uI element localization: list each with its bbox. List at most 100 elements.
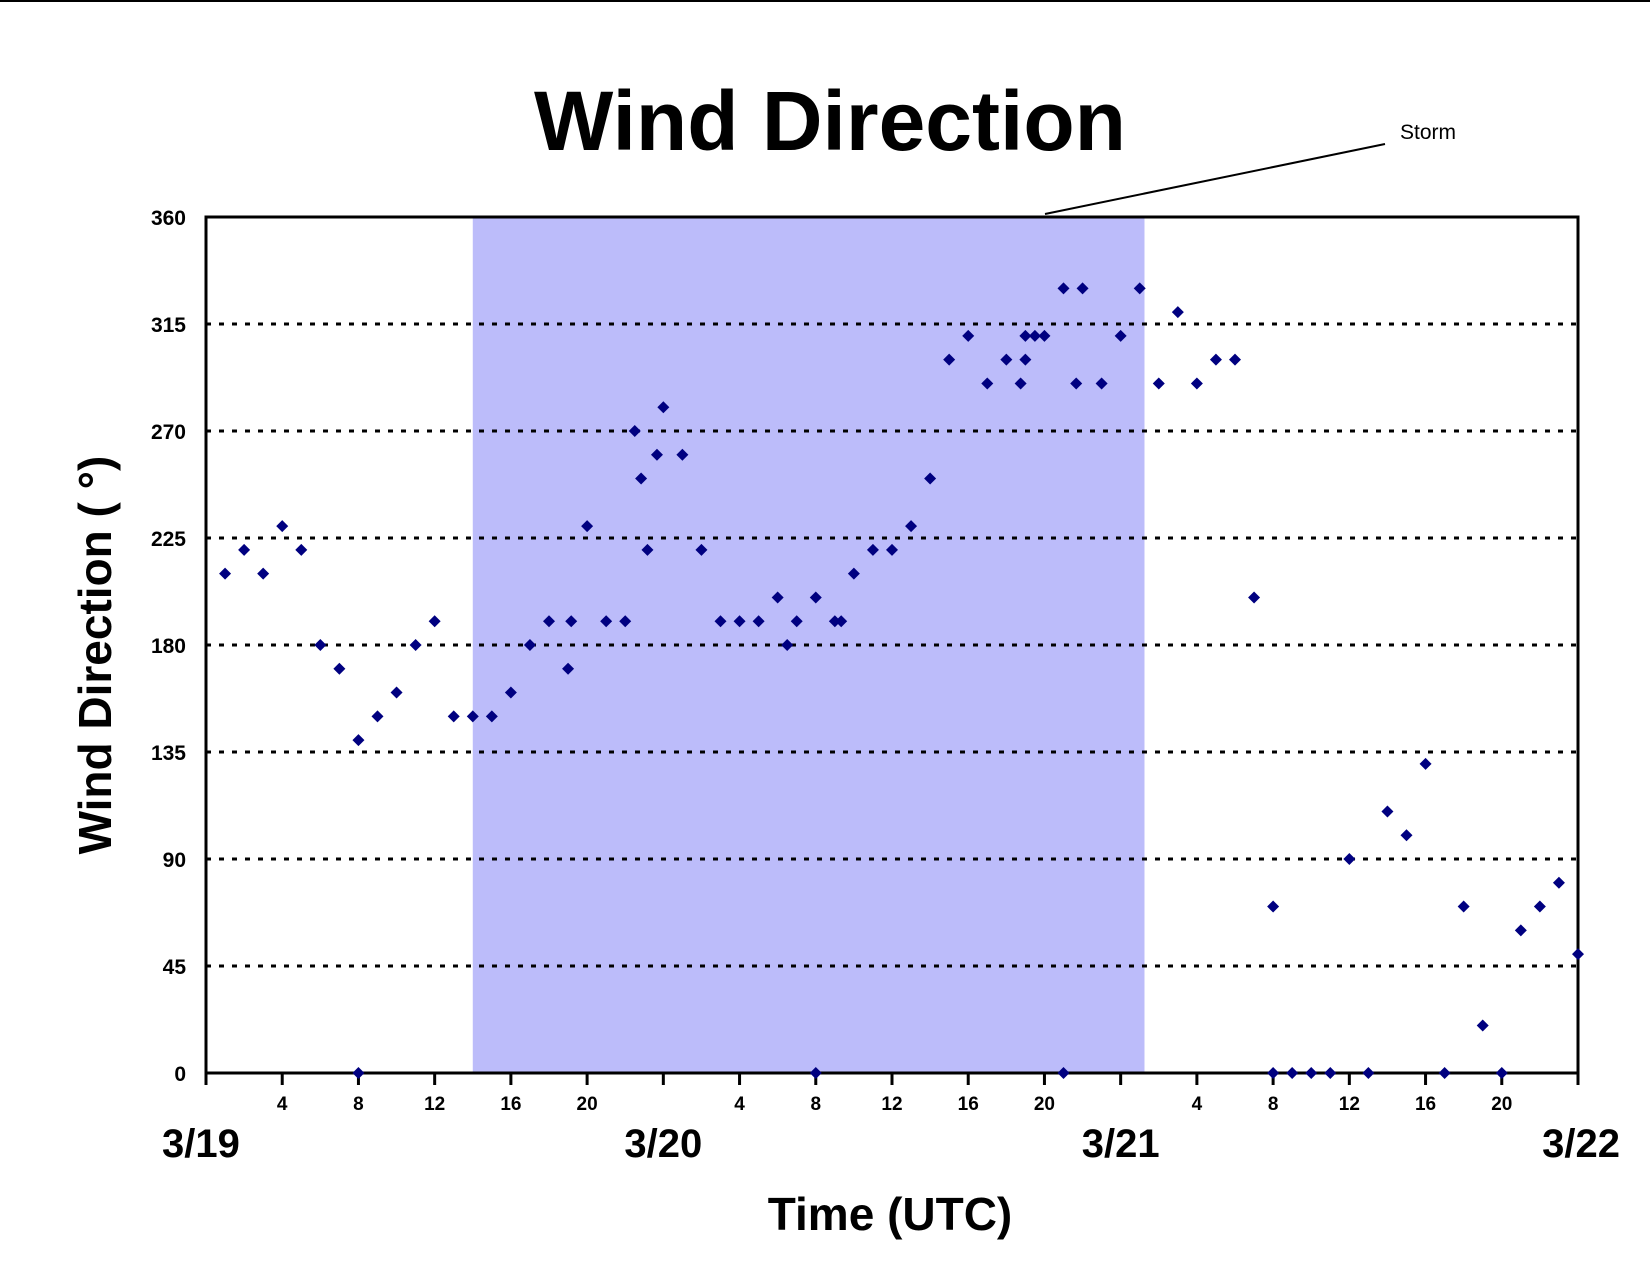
data-point <box>1095 377 1108 390</box>
data-point <box>1057 282 1070 295</box>
data-point <box>219 567 232 580</box>
data-point <box>1190 377 1203 390</box>
data-point <box>1533 900 1546 913</box>
data-point <box>1419 757 1432 770</box>
data-point <box>238 543 251 556</box>
data-point <box>371 710 384 723</box>
y-tick-label: 180 <box>151 635 186 658</box>
x-hour-tick-label: 12 <box>881 1094 902 1115</box>
data-point <box>352 1067 365 1079</box>
data-point <box>409 639 422 651</box>
data-point <box>886 543 898 556</box>
data-point <box>943 353 956 366</box>
x-day-tick-label: 3/19 <box>162 1122 240 1166</box>
data-point <box>276 520 289 533</box>
data-point <box>641 543 654 556</box>
y-tick-label: 270 <box>151 421 186 444</box>
data-point <box>1000 353 1013 366</box>
x-hour-tick-label: 4 <box>734 1094 745 1115</box>
data-point <box>1076 282 1089 295</box>
data-point <box>1438 1067 1451 1079</box>
x-day-tick-label: 3/22 <box>1542 1122 1620 1166</box>
data-point <box>562 662 575 675</box>
data-point <box>905 520 918 533</box>
y-tick-label: 45 <box>163 956 187 979</box>
storm-annotation-label: Storm <box>1400 121 1456 144</box>
y-tick-label: 315 <box>151 314 186 337</box>
x-hour-tick-label: 8 <box>810 1094 821 1115</box>
x-hour-tick-label: 12 <box>424 1094 445 1115</box>
data-point <box>1305 1067 1318 1079</box>
data-point <box>733 615 746 628</box>
x-hour-tick-label: 12 <box>1339 1094 1360 1115</box>
data-point <box>828 615 841 628</box>
data-point <box>847 567 860 580</box>
data-point <box>600 615 613 628</box>
data-point <box>1381 805 1394 818</box>
data-point <box>695 543 708 556</box>
x-hour-tick-label: 16 <box>500 1094 521 1115</box>
y-tick-label: 0 <box>174 1063 186 1086</box>
data-point <box>1495 1067 1508 1079</box>
data-point <box>1267 900 1280 913</box>
data-point <box>581 520 594 533</box>
data-point <box>1038 329 1051 342</box>
data-point <box>1476 1019 1489 1032</box>
data-point <box>1286 1067 1299 1079</box>
data-point <box>1057 1067 1070 1079</box>
data-point <box>635 472 648 485</box>
x-day-tick-label: 3/21 <box>1082 1122 1160 1166</box>
x-hour-tick-label: 8 <box>1268 1094 1279 1115</box>
data-point <box>1572 948 1584 961</box>
data-point <box>1552 876 1565 889</box>
x-hour-tick-label: 16 <box>1415 1094 1436 1115</box>
data-point <box>1514 924 1527 937</box>
data-point <box>428 615 441 628</box>
data-point <box>962 329 975 342</box>
data-point <box>1267 1067 1280 1079</box>
data-point <box>1400 829 1413 842</box>
data-point <box>314 639 327 651</box>
data-point <box>295 543 308 556</box>
x-hour-tick-label: 4 <box>1192 1094 1203 1115</box>
data-point <box>981 377 994 390</box>
storm-annotation-leader <box>1044 143 1386 215</box>
data-point <box>543 615 555 628</box>
data-point <box>352 734 365 747</box>
data-point <box>924 472 937 485</box>
data-point <box>1457 900 1470 913</box>
data-point <box>257 567 270 580</box>
data-point <box>809 1067 822 1079</box>
data-point <box>866 543 879 556</box>
data-point <box>1028 329 1041 342</box>
data-point <box>781 639 794 651</box>
data-point <box>447 710 460 723</box>
x-hour-tick-label: 20 <box>577 1094 598 1115</box>
y-tick-label: 360 <box>151 207 186 230</box>
data-point <box>650 448 663 461</box>
data-point <box>504 686 517 699</box>
data-point <box>333 662 346 675</box>
data-point <box>1362 1067 1375 1079</box>
data-point <box>835 615 848 628</box>
data-point <box>628 425 641 437</box>
data-point <box>657 401 670 414</box>
x-day-tick-label: 3/20 <box>624 1122 702 1166</box>
x-hour-tick-label: 4 <box>277 1094 288 1115</box>
data-point <box>485 710 498 723</box>
data-point <box>809 591 822 604</box>
y-tick-label: 225 <box>151 528 186 551</box>
data-point <box>1209 353 1222 366</box>
data-point <box>466 710 479 723</box>
y-tick-label: 90 <box>163 849 186 872</box>
x-hour-tick-label: 20 <box>1034 1094 1055 1115</box>
data-point <box>1229 353 1241 366</box>
data-point <box>1324 1067 1337 1079</box>
data-point <box>390 686 403 699</box>
data-point <box>771 591 784 604</box>
data-point <box>1171 306 1184 319</box>
data-point <box>790 615 803 628</box>
data-point <box>1114 329 1127 342</box>
data-point <box>1343 853 1356 865</box>
